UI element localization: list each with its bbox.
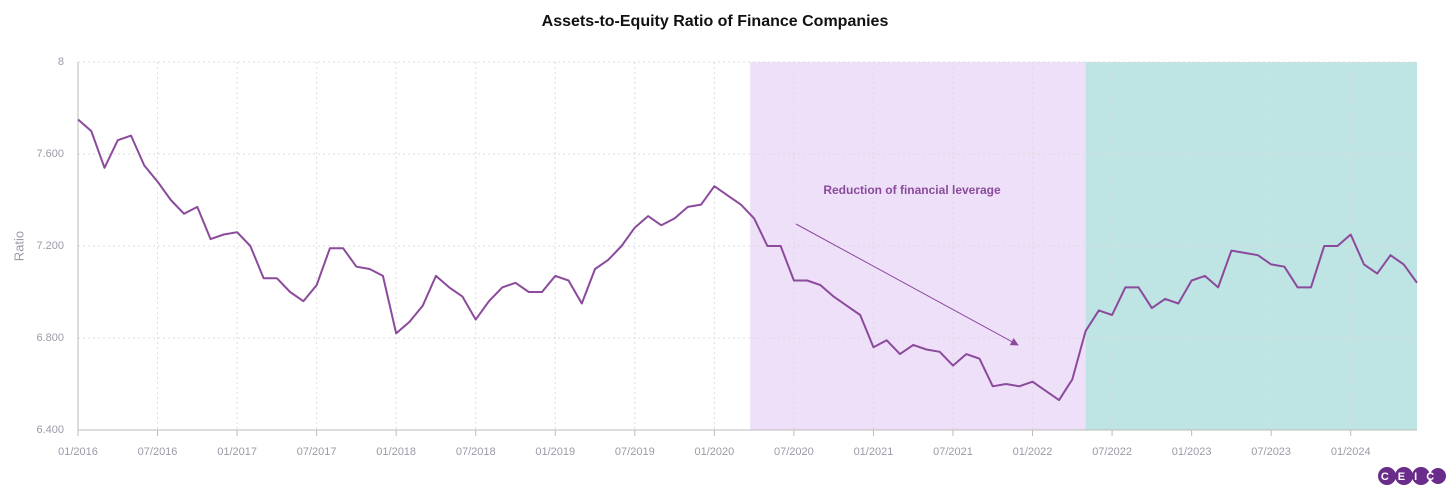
plot — [77, 118, 1418, 402]
y-tick-label: 6.800 — [36, 332, 64, 344]
x-tick-label: 07/2019 — [615, 446, 655, 458]
x-tick-label: 01/2024 — [1331, 446, 1371, 458]
logo: CEIC — [1378, 467, 1446, 485]
annotation-arrow — [795, 223, 1019, 346]
x-tick-label: 07/2017 — [297, 446, 337, 458]
x-tick-label: 01/2023 — [1172, 446, 1212, 458]
x-tick-label: 01/2020 — [694, 446, 734, 458]
y-axis-label: Ratio — [11, 231, 26, 261]
x-tick-label: 01/2016 — [58, 446, 98, 458]
x-tick-label: 01/2021 — [854, 446, 894, 458]
shaded-band — [750, 62, 1086, 430]
x-tick-label: 07/2020 — [774, 446, 814, 458]
logo-text: CEIC — [1381, 471, 1443, 483]
y-tick-label: 7.600 — [36, 148, 64, 160]
x-tick-label: 07/2018 — [456, 446, 496, 458]
x-tick-label: 01/2019 — [535, 446, 575, 458]
y-tick-label: 7.200 — [36, 240, 64, 252]
x-tick-label: 07/2022 — [1092, 446, 1132, 458]
x-tick-label: 07/2021 — [933, 446, 973, 458]
annotation: Reduction of financial leverage — [823, 183, 1001, 197]
grid: 6.400 6.800 7.200 7.600 8 01/2016 07/2016 01/20… — [36, 56, 1417, 458]
chart-title: Assets-to-Equity Ratio of Finance Compan… — [542, 13, 889, 30]
x-tick-label: 01/2018 — [376, 446, 416, 458]
y-tick-label: 8 — [58, 56, 64, 68]
x-tick-label: 07/2016 — [138, 446, 178, 458]
series-line — [77, 118, 1418, 402]
x-tick-label: 01/2017 — [217, 446, 257, 458]
y-tick-label: 6.400 — [36, 424, 64, 436]
shaded-band — [1085, 62, 1417, 430]
x-tick-label: 07/2023 — [1251, 446, 1291, 458]
x-tick-label: 01/2022 — [1013, 446, 1053, 458]
